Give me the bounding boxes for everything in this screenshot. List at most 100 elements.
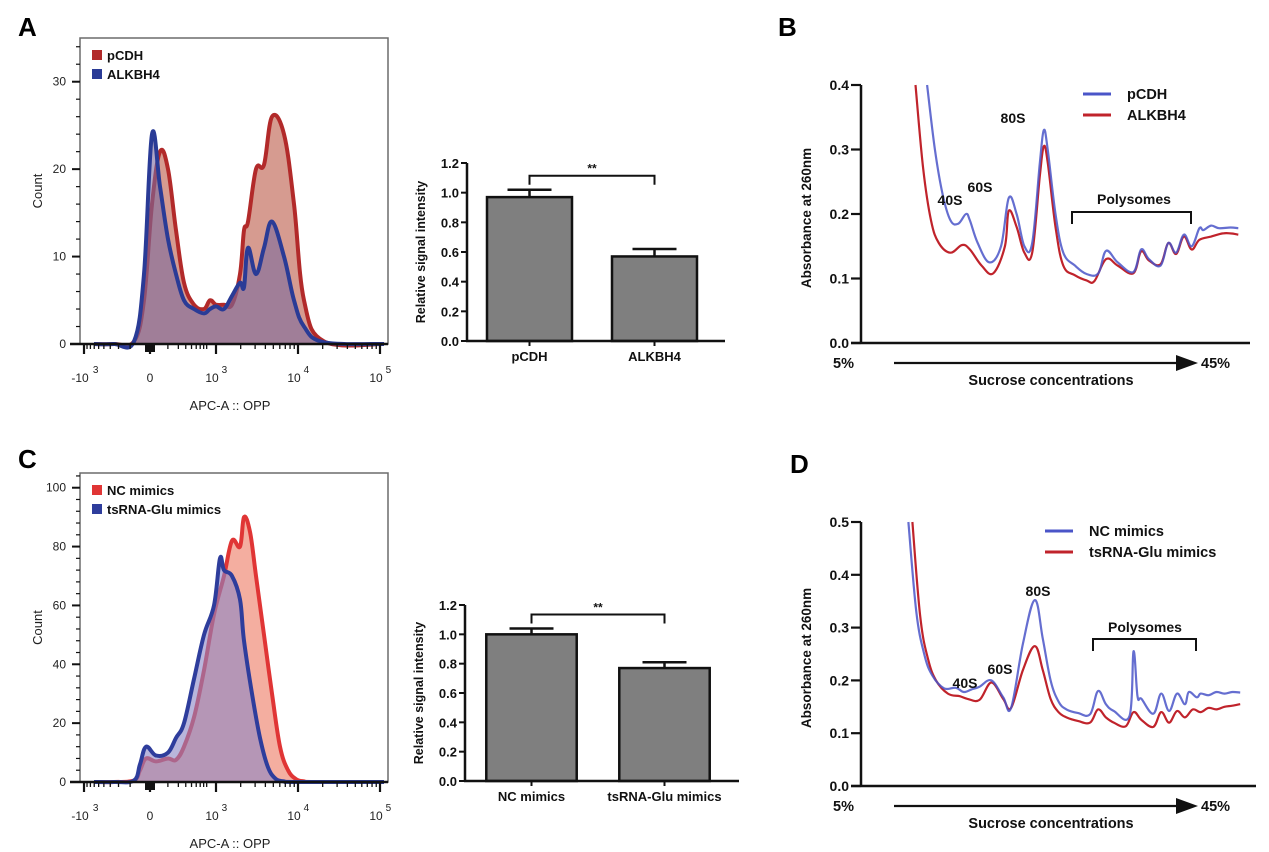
x-tick-label: NC mimics	[498, 789, 565, 804]
gradient-start-label: 5%	[833, 356, 854, 372]
gradient-end-label: 45%	[1201, 356, 1230, 372]
x-tick-exponent: 5	[386, 365, 392, 376]
y-tick-label: 1.2	[439, 598, 457, 613]
series-line-1	[93, 129, 385, 350]
significance-label: **	[587, 162, 597, 176]
x-tick-label: 0	[147, 371, 154, 385]
bar	[485, 195, 574, 343]
gradient-start-label: 5%	[833, 799, 854, 815]
x-tick-label: 10	[205, 809, 219, 823]
polysome-bracket	[1092, 638, 1197, 651]
legend-swatch	[92, 50, 102, 60]
y-tick-label: 0.8	[439, 657, 457, 672]
y-tick-label: 20	[53, 162, 67, 176]
x-tick-label: pCDH	[511, 349, 547, 364]
y-tick-label: 0.1	[830, 725, 850, 741]
peak-label-polysomes: Polysomes	[1108, 619, 1182, 635]
x-tick-label: 0	[147, 809, 154, 823]
y-tick-label: 0.0	[830, 778, 850, 794]
legend-label: tsRNA-Glu mimics	[1089, 545, 1216, 561]
legend-label: NC mimics	[107, 483, 174, 498]
x-tick-label: 10	[205, 371, 219, 385]
bar	[618, 666, 711, 783]
x-tick-exponent: 5	[386, 803, 392, 814]
y-tick-label: 0.2	[830, 206, 850, 222]
x-axis-title: Sucrose concentrations	[968, 816, 1133, 832]
x-axis-title: Sucrose concentrations	[968, 373, 1133, 389]
significance-label: **	[593, 600, 603, 614]
x-axis-title: APC-A :: OPP	[190, 398, 271, 413]
bar	[485, 633, 578, 783]
x-tick-exponent: 3	[93, 803, 99, 814]
x-tick-label: 10	[369, 371, 383, 385]
y-tick-label: 0.4	[830, 567, 850, 583]
x-tick-label: tsRNA-Glu mimics	[607, 789, 721, 804]
series-line-0	[907, 521, 1241, 721]
x-tick-label: 10	[287, 809, 301, 823]
peak-label-60s: 60S	[988, 661, 1013, 677]
panel-label-b: B	[778, 12, 797, 42]
y-tick-label: 0.1	[830, 271, 850, 287]
y-tick-label: 0.3	[830, 620, 850, 636]
y-tick-label: 0.8	[441, 215, 459, 230]
panel-d-polysome-profile: 0.0 0.1 0.2 0.3 0.4 0.5 Absorbance at 260nm 5% 4…	[799, 514, 1256, 832]
bar	[610, 255, 699, 343]
y-tick-label: 1.0	[439, 627, 457, 642]
series-line-0	[926, 84, 1239, 277]
significance-bracket	[528, 174, 656, 185]
legend-swatch	[92, 69, 102, 79]
x-tick-label: ALKBH4	[628, 349, 681, 364]
y-tick-label: 0.2	[439, 745, 457, 760]
x-tick-exponent: 4	[304, 365, 310, 376]
panel-label-c: C	[18, 444, 37, 474]
panel-label-d: D	[790, 449, 809, 479]
y-axis-title: Count	[30, 173, 45, 208]
y-tick-label: 0.5	[830, 514, 850, 530]
polysome-bracket	[1071, 211, 1192, 224]
y-tick-label: 0	[59, 337, 66, 351]
y-tick-label: 1.2	[441, 156, 459, 171]
legend-label: pCDH	[107, 48, 143, 63]
x-tick-exponent: 3	[222, 803, 228, 814]
legend-label: ALKBH4	[107, 67, 160, 82]
panel-label-a: A	[18, 12, 37, 42]
series-line-1	[914, 84, 1239, 284]
y-tick-label: 10	[53, 250, 67, 264]
y-tick-label: 0.6	[439, 686, 457, 701]
y-tick-label: 100	[46, 481, 66, 495]
y-tick-label: 0.3	[830, 142, 850, 158]
y-axis-title: Absorbance at 260nm	[799, 588, 814, 728]
zero-marker	[145, 783, 155, 790]
y-tick-label: 40	[53, 657, 67, 671]
y-tick-label: 0.0	[441, 334, 459, 349]
y-tick-label: 0.0	[830, 335, 850, 351]
traces	[914, 84, 1239, 284]
y-tick-label: 0.6	[441, 245, 459, 260]
series-line-1	[93, 554, 385, 785]
y-axis-title: Relative signal intensity	[414, 181, 428, 323]
gradient-arrow-head	[1176, 798, 1198, 814]
legend-label: NC mimics	[1089, 524, 1164, 540]
panel-b-polysome-profile: 0.0 0.1 0.2 0.3 0.4 Absorbance at 260nm 5% 45% S…	[799, 77, 1250, 389]
legend-label: tsRNA-Glu mimics	[107, 502, 221, 517]
y-tick-label: 0.0	[439, 774, 457, 789]
significance-bracket	[530, 613, 666, 624]
y-tick-label: 80	[53, 540, 67, 554]
series-fill-1	[94, 556, 384, 783]
x-tick-label: -10	[71, 809, 89, 823]
y-axis-title: Count	[30, 610, 45, 645]
x-tick-exponent: 3	[222, 365, 228, 376]
y-tick-label: 20	[53, 716, 67, 730]
peak-label-40s: 40S	[953, 675, 978, 691]
series-fill-1	[94, 131, 384, 348]
panel-c-bar-chart: NC mimics tsRNA-Glu mimics 0.0 0.2 0.4 0.6 0.8…	[412, 598, 739, 804]
y-tick-label: 60	[53, 598, 67, 612]
y-axis-title: Relative signal intensity	[412, 622, 426, 764]
legend-label: ALKBH4	[1127, 108, 1186, 124]
series-line-1	[911, 521, 1241, 729]
x-tick-exponent: 3	[93, 365, 99, 376]
peak-label-80s: 80S	[1001, 110, 1026, 126]
